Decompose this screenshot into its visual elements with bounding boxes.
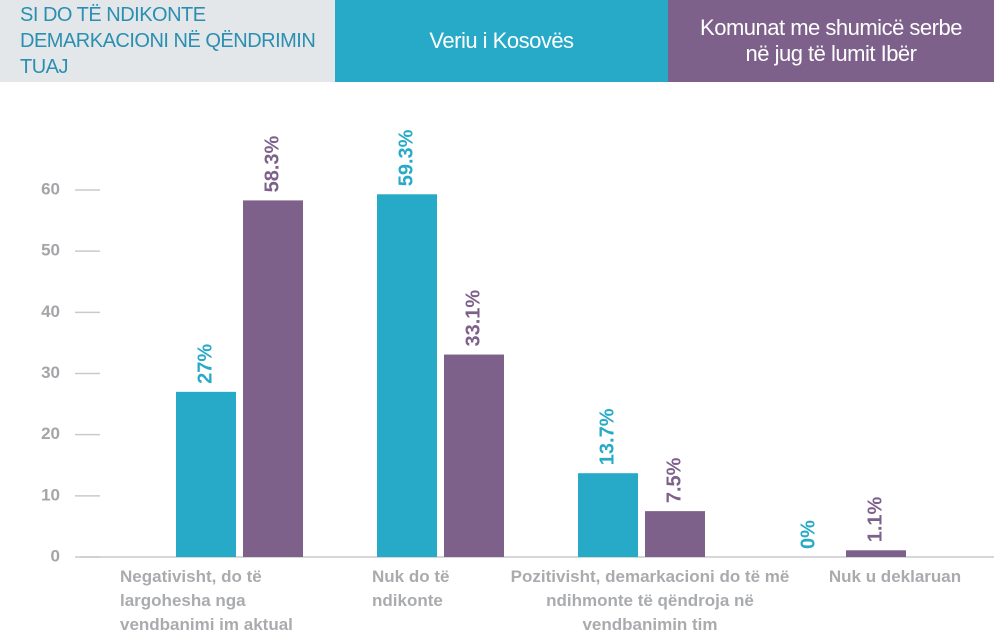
bar bbox=[377, 194, 437, 557]
bar bbox=[444, 354, 504, 557]
data-label: 59.3% bbox=[395, 129, 417, 186]
data-label: 58.3% bbox=[261, 135, 283, 192]
data-label: 1.1% bbox=[864, 496, 886, 542]
legend-entry: Veriu i Kosovës bbox=[335, 0, 668, 82]
data-label: 0% bbox=[797, 520, 819, 549]
data-label: 33.1% bbox=[462, 290, 484, 347]
bar bbox=[243, 200, 303, 558]
x-tick-label: Nuk do të ndikonte bbox=[372, 567, 450, 610]
y-tick-label: 10 bbox=[41, 485, 60, 504]
legend-entry: Komunat me shumicë serbe në jug të lumit… bbox=[668, 0, 994, 82]
data-label: 7.5% bbox=[663, 457, 685, 503]
y-tick-label: 20 bbox=[41, 424, 60, 443]
data-label: 27% bbox=[194, 344, 216, 384]
chart-title: SI DO TË NDIKONTE DEMARKACIONI NË QËNDRI… bbox=[0, 0, 335, 82]
y-tick-label: 0 bbox=[51, 546, 60, 565]
data-label: 13.7% bbox=[596, 408, 618, 465]
y-tick-label: 40 bbox=[41, 302, 60, 321]
y-tick-label: 60 bbox=[41, 179, 60, 198]
y-tick-label: 50 bbox=[41, 241, 60, 260]
bar bbox=[645, 511, 705, 557]
x-tick-label: Pozitivisht, demarkacioni do të më ndihm… bbox=[510, 567, 790, 634]
bar bbox=[846, 550, 906, 557]
x-tick-label: Negativisht, do të largohesha nga vendba… bbox=[120, 567, 293, 634]
bar bbox=[176, 391, 236, 557]
x-tick-label: Nuk u deklaruan bbox=[828, 567, 962, 586]
bar bbox=[578, 473, 638, 557]
y-tick-label: 30 bbox=[41, 363, 60, 382]
